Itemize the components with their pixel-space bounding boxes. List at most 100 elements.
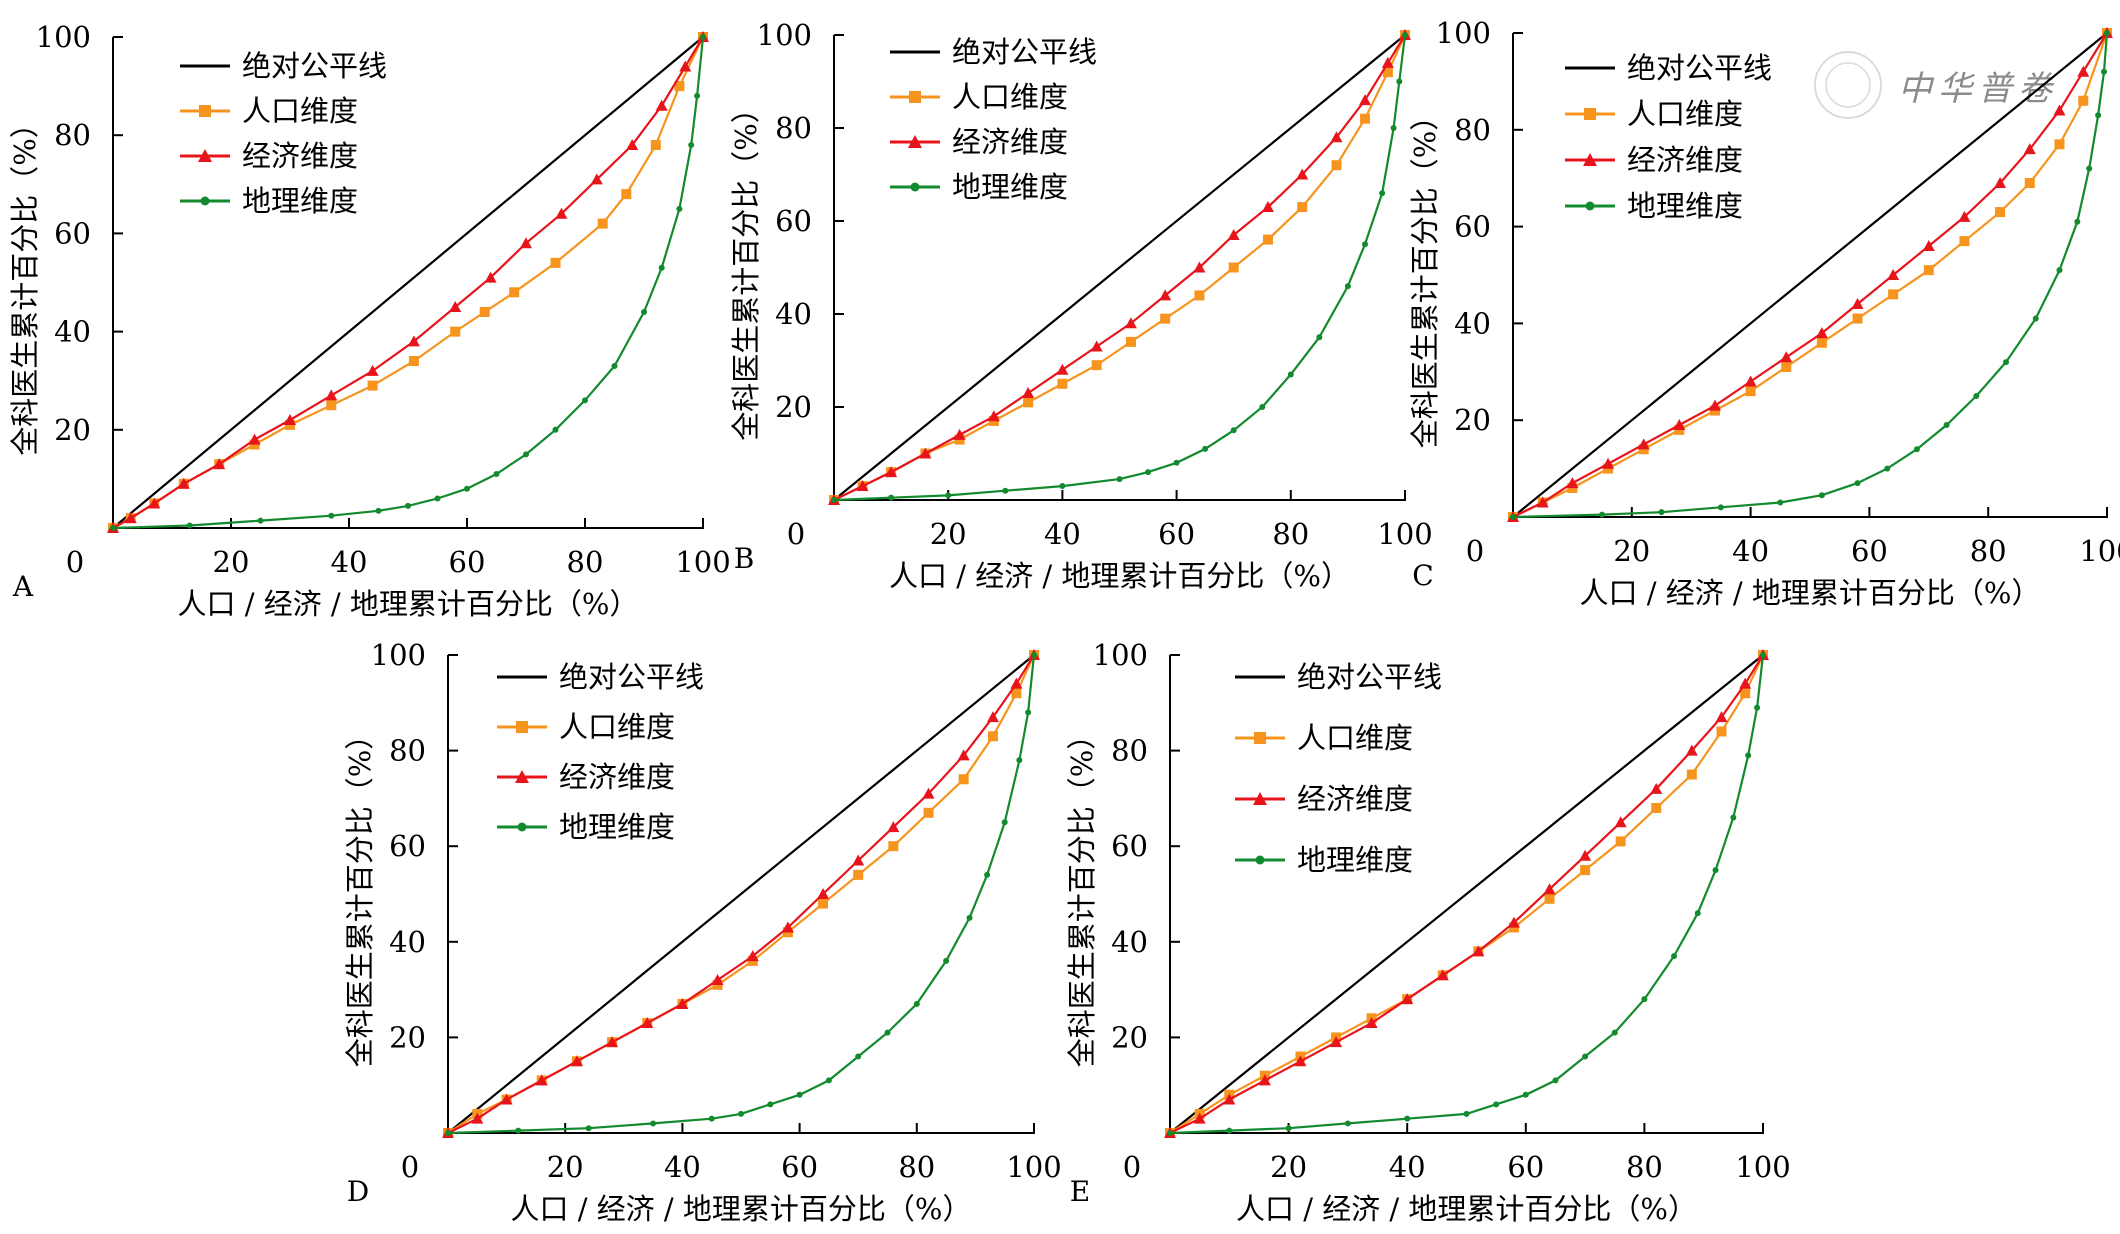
data-point-economy-b: [856, 480, 869, 492]
data-point-geography-a: [641, 308, 647, 315]
x-tick-label-b: 20: [930, 517, 967, 551]
watermark: 中华普卷: [1814, 51, 2052, 119]
data-point-geography-e: [1344, 1120, 1351, 1127]
data-point-population-c: [1959, 236, 1970, 247]
data-point-population-d: [888, 841, 899, 852]
data-point-economy-c: [1887, 269, 1900, 280]
data-point-economy-a: [520, 237, 532, 249]
data-point-economy-b: [1330, 131, 1343, 143]
legend-label-population-b: 人口维度: [952, 80, 1068, 114]
x-tick-label-c: 100: [2079, 534, 2120, 568]
legend-marker-geography-e: [1255, 855, 1265, 865]
data-point-economy-c: [1536, 496, 1549, 508]
data-point-population-b: [1228, 262, 1239, 273]
data-point-geography-e: [1611, 1029, 1618, 1036]
y-tick-label-e: 20: [1111, 1020, 1148, 1054]
x-tick-label-a: 40: [331, 545, 368, 579]
data-point-population-c: [1745, 386, 1756, 397]
data-point-economy-c: [1958, 210, 1971, 222]
legend-label-equality-a: 绝对公平线: [242, 49, 387, 83]
data-point-economy-e: [1193, 1112, 1206, 1124]
chart-panel-a: 20 40 60 80 100 20 40 60 80 100 0 人口 / 经济 / 地理累计百分比…: [8, 20, 731, 621]
data-point-population-c: [1888, 289, 1899, 300]
data-point-economy-b: [1193, 261, 1206, 273]
data-point-geography-e: [1754, 704, 1761, 711]
data-point-population-b: [1057, 378, 1068, 389]
data-point-geography-e: [1404, 1115, 1411, 1122]
y-tick-label-d: 60: [389, 829, 426, 863]
x-tick-label-c: 40: [1732, 534, 1769, 568]
data-point-geography-b: [1259, 404, 1266, 410]
data-point-geography-b: [1287, 371, 1294, 378]
data-point-economy-c: [1708, 399, 1721, 411]
data-point-population-d: [853, 869, 864, 880]
data-point-economy-d: [676, 997, 689, 1009]
data-point-economy-b: [1261, 201, 1274, 213]
data-point-economy-d: [781, 921, 794, 933]
legend-marker-economy-c: [1583, 153, 1597, 166]
legend-marker-population-a: [199, 105, 211, 117]
series-line-equality-e: [1169, 654, 1764, 1134]
series-line-equality-d: [447, 654, 1035, 1134]
data-point-economy-d: [852, 854, 865, 866]
y-tick-label-b: 60: [775, 204, 812, 238]
data-point-economy-e: [1579, 849, 1592, 861]
legend-label-economy-e: 经济维度: [1297, 782, 1413, 816]
data-point-economy-e: [1223, 1093, 1236, 1105]
data-point-economy-e: [1650, 782, 1663, 794]
data-point-economy-c: [1673, 419, 1686, 431]
data-point-geography-c: [1884, 465, 1891, 472]
data-point-economy-b: [885, 466, 898, 478]
legend-marker-population-b: [909, 91, 921, 103]
data-point-economy-b: [1090, 340, 1103, 352]
data-point-population-a: [450, 326, 461, 337]
data-point-population-b: [1331, 160, 1342, 171]
data-point-geography-c: [2056, 267, 2063, 274]
data-point-economy-b: [1159, 289, 1172, 301]
data-point-population-a: [550, 257, 561, 268]
x-axis-label-d: 人口 / 经济 / 地理累计百分比（%）: [511, 1192, 972, 1226]
data-point-economy-d: [1010, 677, 1023, 689]
legend-marker-economy-b: [908, 135, 922, 148]
panel-letter-d: D: [347, 1175, 369, 1208]
data-point-geography-e: [1167, 1130, 1173, 1136]
data-point-geography-a: [405, 502, 411, 509]
data-point-population-a: [509, 287, 520, 298]
watermark-seal-icon: [1814, 51, 1882, 119]
data-point-geography-e: [1730, 814, 1737, 821]
data-point-economy-e: [1472, 945, 1485, 957]
data-point-economy-e: [1614, 816, 1627, 828]
data-point-geography-a: [611, 362, 618, 369]
legend-label-economy-b: 经济维度: [952, 125, 1068, 159]
data-point-geography-d: [767, 1101, 774, 1108]
data-point-economy-a: [655, 99, 668, 111]
data-point-economy-a: [555, 207, 568, 219]
chart-panel-c: 20 40 60 80 100 20 40 60 80 100 0 人口 / 经济 / 地理累计百分比…: [1408, 16, 2120, 610]
legend-marker-economy-d: [515, 770, 529, 783]
data-point-geography-e: [1285, 1125, 1292, 1132]
y-tick-label-b: 40: [775, 297, 812, 331]
data-point-population-d: [1011, 688, 1022, 699]
origin-label-d: 0: [401, 1150, 419, 1184]
y-axis-label-e: 全科医生累计百分比（%）: [1065, 721, 1099, 1068]
data-point-geography-c: [2086, 165, 2093, 172]
x-tick-label-a: 80: [567, 545, 604, 579]
data-point-geography-b: [1390, 125, 1397, 131]
legend-label-economy-a: 经济维度: [242, 139, 358, 173]
legend-label-economy-d: 经济维度: [559, 760, 675, 794]
data-point-economy-e: [1715, 711, 1728, 723]
y-tick-label-d: 20: [389, 1020, 426, 1054]
x-tick-label-e: 40: [1389, 1150, 1426, 1184]
legend-label-geography-a: 地理维度: [242, 184, 358, 218]
data-point-geography-e: [1582, 1053, 1589, 1060]
data-point-population-a: [650, 140, 661, 151]
data-point-population-b: [1382, 67, 1393, 78]
legend-label-equality-c: 绝对公平线: [1627, 51, 1772, 85]
y-axis-label-b: 全科医生累计百分比（%）: [729, 94, 763, 441]
x-tick-label-d: 20: [547, 1150, 584, 1184]
data-point-geography-d: [943, 957, 950, 964]
data-point-geography-c: [1717, 504, 1724, 511]
y-axis-label-d: 全科医生累计百分比（%）: [343, 721, 377, 1068]
data-point-geography-d: [884, 1029, 891, 1036]
